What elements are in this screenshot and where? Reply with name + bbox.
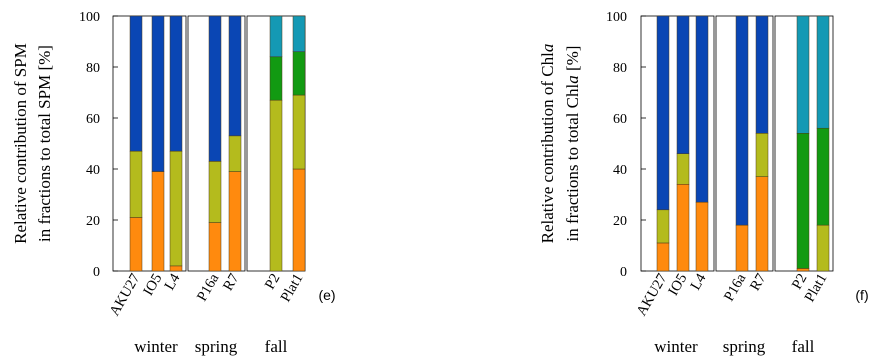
bar-segment-plat1-cyan [292,15,306,52]
bar-segment-plat1-cyan [816,15,830,129]
y-tick-label: 40 [613,163,627,178]
bar-segment-r7-orange [228,171,242,272]
bar-segment-p16a-orange [735,224,749,272]
bar-segment-plat1-green [816,127,830,226]
bar-segment-p2-orange [796,268,810,272]
bar-segment-aku27-blue [656,15,670,211]
season-label-fall: fall [265,337,288,356]
bar-segment-aku27-orange [129,217,143,272]
category-label: Plat1 [278,271,307,305]
y-tick-label: 40 [86,163,100,178]
season-label-fall: fall [792,337,815,356]
bar-segment-io5-orange [151,171,165,272]
bar-segment-l4-blue [695,15,709,203]
y-tick-label: 100 [606,10,627,25]
bar-segment-p2-cyan [796,15,810,134]
season-label-spring: spring [723,337,766,356]
y-tick-label: 80 [86,61,100,76]
bar-segment-p16a-blue [208,15,222,162]
category-label: R7 [747,271,769,294]
bar-segment-io5-yellowgreen [676,153,690,185]
bar-segment-p16a-blue [735,15,749,226]
season-label-winter: winter [134,337,178,356]
y-tick-label: 100 [79,10,100,25]
y-tick-label: 20 [86,214,100,229]
bar-segment-plat1-yellowgreen [292,94,306,170]
chart-panel-f: 020406080100AKU27IO5L4winterP16aR7spring… [538,10,869,356]
bar-segment-r7-yellowgreen [755,133,769,177]
y-tick-label: 80 [613,61,627,76]
y-axis-label-line1: Relative contribution of Chla [538,44,557,244]
season-label-spring: spring [195,337,238,356]
category-label: P2 [789,271,811,292]
bar-segment-r7-yellowgreen [228,135,242,172]
category-label: AKU27 [107,271,144,319]
panel-tag: (e) [318,287,335,303]
y-axis-label-line2: in fractions to total Chla [%] [563,46,582,242]
bar-segment-aku27-blue [129,15,143,152]
category-label: AKU27 [634,271,671,319]
bar-segment-aku27-yellowgreen [129,150,143,218]
bar-segment-r7-blue [228,15,242,137]
bar-segment-io5-blue [676,15,690,154]
bar-segment-p16a-orange [208,222,222,272]
bar-segment-p2-green [269,56,283,101]
bar-segment-plat1-orange [292,168,306,272]
chart-panel-e: 020406080100AKU27IO5L4winterP16aR7spring… [11,10,336,356]
group-frame-winter [112,15,187,272]
y-tick-label: 60 [86,112,100,127]
y-tick-label: 20 [613,214,627,229]
category-label: L4 [162,270,184,293]
bar-segment-l4-blue [169,15,183,152]
bar-segment-p16a-yellowgreen [208,161,222,223]
bar-segment-io5-orange [676,184,690,272]
category-label: Plat1 [802,271,831,305]
y-tick-label: 60 [613,112,627,127]
bar-segment-l4-yellowgreen [169,150,183,267]
bar-segment-p2-cyan [269,15,283,58]
y-tick-label: 0 [93,265,100,280]
y-axis-label-line1: Relative contribution of SPM [11,43,30,244]
bar-segment-l4-orange [169,265,183,272]
season-label-winter: winter [654,337,698,356]
category-label: P16a [194,271,223,305]
bar-segment-l4-orange [695,201,709,272]
category-label: P16a [721,271,750,305]
category-label: L4 [688,270,710,293]
category-label: P2 [262,271,284,292]
bar-segment-r7-orange [755,176,769,272]
bar-segment-r7-blue [755,15,769,134]
bar-segment-aku27-orange [656,242,670,272]
bar-segment-plat1-yellowgreen [816,224,830,272]
bar-segment-p2-yellowgreen [269,99,283,272]
y-axis-label-line2: in fractions to total SPM [%] [35,45,54,242]
bar-segment-plat1-green [292,51,306,96]
bar-segment-io5-blue [151,15,165,172]
bar-segment-aku27-yellowgreen [656,209,670,244]
category-label: R7 [220,271,242,294]
bar-segment-p2-green [796,133,810,269]
y-tick-label: 0 [620,265,627,280]
panel-tag: (f) [855,287,868,303]
